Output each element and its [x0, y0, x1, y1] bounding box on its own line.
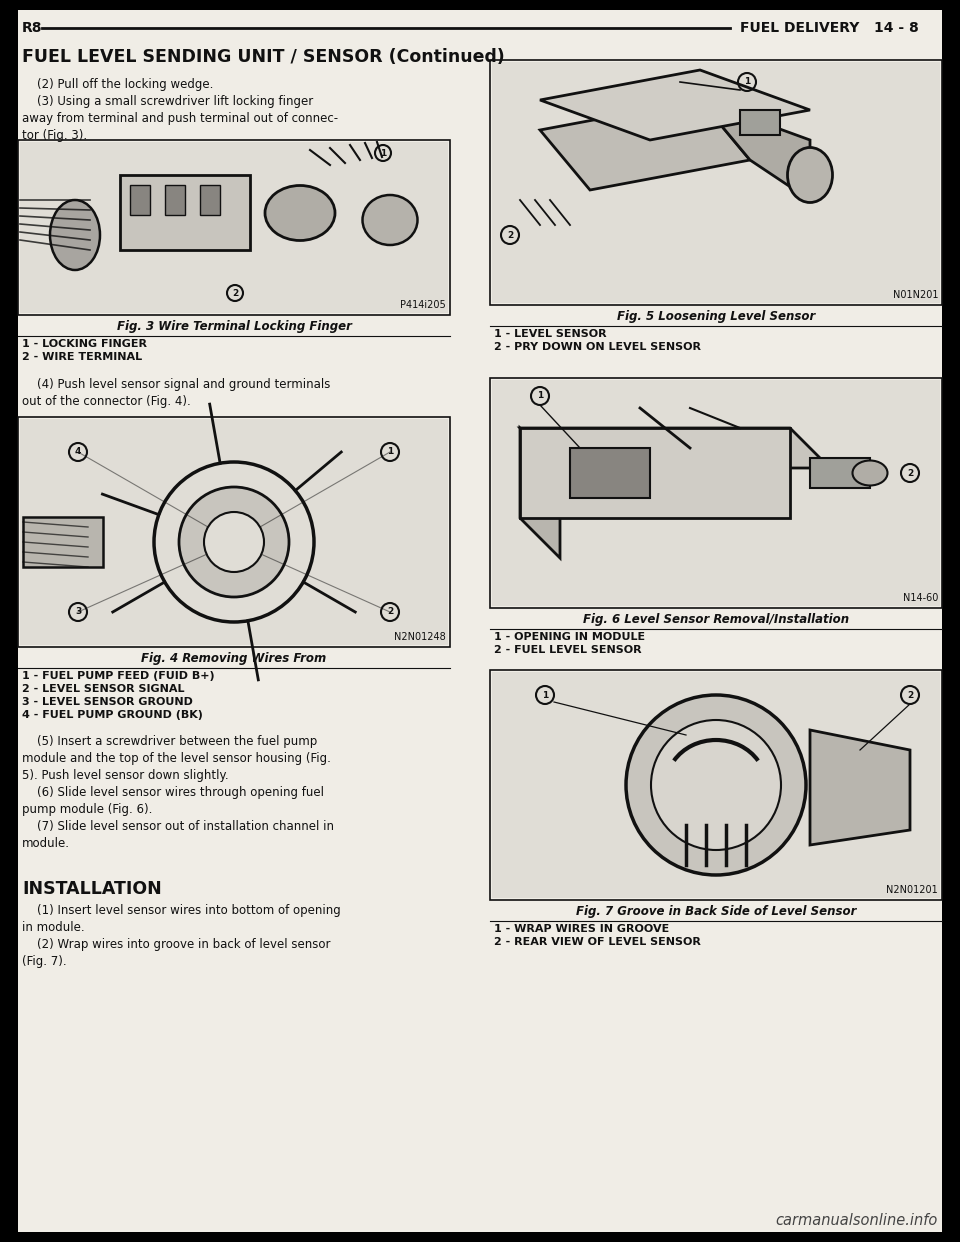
Polygon shape — [520, 428, 830, 468]
Text: 4: 4 — [75, 447, 82, 457]
Polygon shape — [520, 428, 560, 558]
Text: 2: 2 — [507, 231, 514, 240]
Text: N01N201: N01N201 — [893, 289, 938, 301]
Circle shape — [179, 487, 289, 597]
Text: N2N01248: N2N01248 — [395, 632, 446, 642]
Text: 1 - OPENING IN MODULE: 1 - OPENING IN MODULE — [494, 632, 645, 642]
Ellipse shape — [50, 200, 100, 270]
Text: 1 - LEVEL SENSOR: 1 - LEVEL SENSOR — [494, 329, 607, 339]
Text: N2N01201: N2N01201 — [886, 886, 938, 895]
Ellipse shape — [265, 185, 335, 241]
Bar — [490, 60, 942, 306]
Bar — [492, 62, 940, 303]
Bar — [20, 419, 448, 645]
Bar — [20, 142, 448, 313]
Ellipse shape — [852, 461, 887, 486]
Text: (4) Push level sensor signal and ground terminals
out of the connector (Fig. 4).: (4) Push level sensor signal and ground … — [22, 378, 330, 409]
Text: 3: 3 — [75, 607, 82, 616]
Circle shape — [651, 720, 781, 850]
Text: 2 - LEVEL SENSOR SIGNAL: 2 - LEVEL SENSOR SIGNAL — [22, 684, 184, 694]
Bar — [492, 672, 940, 898]
Bar — [570, 448, 650, 498]
Text: Fig. 5 Loosening Level Sensor: Fig. 5 Loosening Level Sensor — [617, 310, 815, 323]
Text: (1) Insert level sensor wires into bottom of opening
in module.
    (2) Wrap wir: (1) Insert level sensor wires into botto… — [22, 904, 341, 968]
Text: 2 - REAR VIEW OF LEVEL SENSOR: 2 - REAR VIEW OF LEVEL SENSOR — [494, 936, 701, 946]
Text: 1: 1 — [380, 149, 386, 158]
Text: FUEL DELIVERY   14 - 8: FUEL DELIVERY 14 - 8 — [740, 21, 919, 35]
Text: Fig. 6 Level Sensor Removal/Installation: Fig. 6 Level Sensor Removal/Installation — [583, 614, 849, 626]
Text: 1: 1 — [537, 391, 543, 400]
Polygon shape — [540, 70, 810, 140]
Text: 2: 2 — [907, 468, 913, 477]
Text: 2: 2 — [232, 288, 238, 298]
Text: 2: 2 — [387, 607, 394, 616]
Bar — [490, 669, 942, 900]
Bar — [490, 378, 942, 609]
Text: 4 - FUEL PUMP GROUND (BK): 4 - FUEL PUMP GROUND (BK) — [22, 710, 203, 720]
Polygon shape — [540, 101, 750, 190]
Bar — [810, 458, 870, 488]
Text: 1 - WRAP WIRES IN GROOVE: 1 - WRAP WIRES IN GROOVE — [494, 924, 669, 934]
Text: R8: R8 — [22, 21, 42, 35]
Bar — [200, 185, 220, 215]
Bar — [130, 185, 150, 215]
Text: 2 - FUEL LEVEL SENSOR: 2 - FUEL LEVEL SENSOR — [494, 645, 641, 655]
Text: carmanualsonline.info: carmanualsonline.info — [776, 1213, 938, 1228]
Text: N14-60: N14-60 — [902, 592, 938, 604]
Text: 2 - PRY DOWN ON LEVEL SENSOR: 2 - PRY DOWN ON LEVEL SENSOR — [494, 342, 701, 351]
Circle shape — [626, 696, 806, 876]
Text: P414i205: P414i205 — [400, 301, 446, 310]
Text: 2: 2 — [907, 691, 913, 699]
Bar — [492, 380, 940, 606]
Text: INSTALLATION: INSTALLATION — [22, 881, 161, 898]
Text: Fig. 3 Wire Terminal Locking Finger: Fig. 3 Wire Terminal Locking Finger — [116, 320, 351, 333]
Polygon shape — [520, 428, 790, 518]
Polygon shape — [810, 730, 910, 845]
Bar — [18, 140, 450, 315]
Text: 2 - WIRE TERMINAL: 2 - WIRE TERMINAL — [22, 351, 142, 361]
Text: 1 - LOCKING FINGER: 1 - LOCKING FINGER — [22, 339, 147, 349]
Text: 1: 1 — [541, 691, 548, 699]
Bar — [18, 417, 450, 647]
Text: (5) Insert a screwdriver between the fuel pump
module and the top of the level s: (5) Insert a screwdriver between the fue… — [22, 735, 334, 850]
Text: (2) Pull off the locking wedge.
    (3) Using a small screwdriver lift locking f: (2) Pull off the locking wedge. (3) Usin… — [22, 78, 338, 142]
Text: 3 - LEVEL SENSOR GROUND: 3 - LEVEL SENSOR GROUND — [22, 697, 193, 707]
Text: 1 - FUEL PUMP FEED (FUID B+): 1 - FUEL PUMP FEED (FUID B+) — [22, 671, 215, 681]
Text: FUEL LEVEL SENDING UNIT / SENSOR (Continued): FUEL LEVEL SENDING UNIT / SENSOR (Contin… — [22, 48, 505, 66]
Circle shape — [204, 512, 264, 573]
Text: Fig. 7 Groove in Back Side of Level Sensor: Fig. 7 Groove in Back Side of Level Sens… — [576, 905, 856, 918]
Ellipse shape — [363, 195, 418, 245]
Ellipse shape — [787, 148, 832, 202]
Polygon shape — [700, 101, 810, 200]
Bar — [120, 175, 250, 250]
Text: Fig. 4 Removing Wires From: Fig. 4 Removing Wires From — [141, 652, 326, 664]
Text: 1: 1 — [744, 77, 750, 87]
Bar — [23, 517, 103, 568]
Bar — [165, 185, 185, 215]
Text: 1: 1 — [387, 447, 394, 457]
Bar — [740, 111, 780, 135]
